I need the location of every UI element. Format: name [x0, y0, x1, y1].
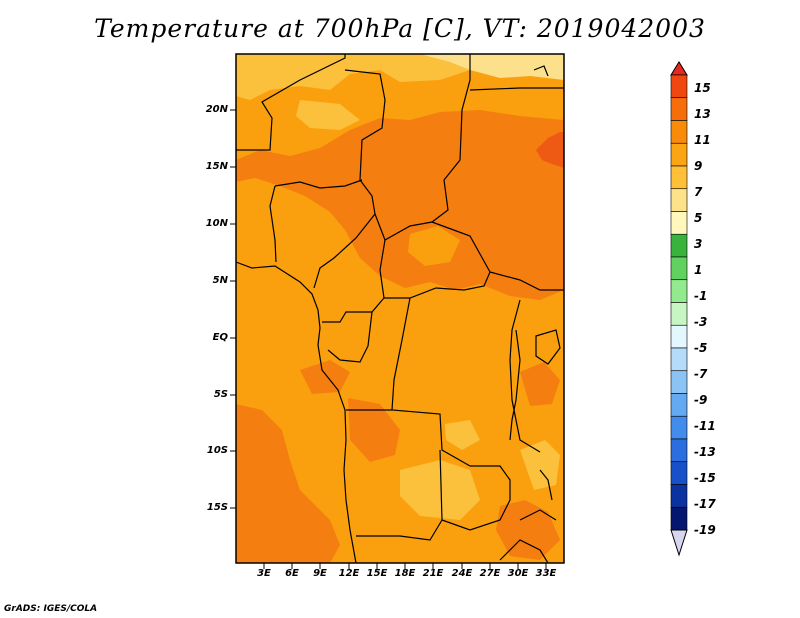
temp-region-11-patch — [300, 360, 350, 394]
temp-region-11 — [236, 110, 564, 300]
temp-region-13 — [536, 132, 564, 168]
lat-label-5s: 5S — [213, 389, 228, 400]
colorbar-label: -13 — [694, 445, 716, 459]
lon-label-15e: 15E — [366, 568, 388, 579]
lon-label-12e: 12E — [338, 568, 360, 579]
colorbar-top-arrow — [670, 61, 688, 76]
colorbar-swatch — [670, 279, 688, 303]
lat-label-10n: 10N — [205, 218, 228, 229]
colorbar-swatch — [670, 120, 688, 144]
colorbar-swatch — [670, 302, 688, 326]
colorbar-label: -3 — [694, 315, 708, 329]
temp-region-9-central — [408, 226, 460, 266]
lon-label-21e: 21E — [422, 568, 444, 579]
colorbar-swatch — [670, 324, 688, 349]
temp-region-7-southeast — [520, 440, 560, 490]
lat-label-10s: 10S — [206, 445, 228, 456]
lat-label-eq: EQ — [212, 332, 228, 343]
lon-label-30e: 30E — [507, 568, 529, 579]
colorbar-label: 3 — [694, 237, 703, 251]
colorbar-label: 1 — [694, 263, 703, 277]
lon-label-33e: 33E — [535, 568, 557, 579]
colorbar-swatch — [670, 256, 688, 281]
temp-region-9-west — [236, 190, 300, 262]
colorbar-swatch — [670, 188, 688, 212]
lon-label-27e: 27E — [479, 568, 501, 579]
colorbar-label: 13 — [694, 107, 711, 121]
colorbar-swatch — [670, 415, 688, 440]
temp-region-11-southwest — [236, 404, 340, 563]
lat-label-15n: 15N — [205, 161, 228, 172]
colorbar — [670, 61, 688, 557]
colorbar-swatch — [670, 370, 688, 394]
colorbar-swatch — [670, 211, 688, 235]
temp-region-7-patch — [296, 100, 360, 130]
colorbar-label: 15 — [694, 81, 711, 95]
colorbar-swatch — [670, 461, 688, 485]
colorbar-label: -5 — [694, 341, 708, 355]
colorbar-swatch — [670, 393, 688, 417]
colorbar-swatch — [670, 438, 688, 463]
colorbar-label: 9 — [694, 159, 703, 173]
grads-credit: GrADS: IGES/COLA — [4, 604, 98, 614]
lon-label-3e: 3E — [257, 568, 271, 579]
temp-region-11-patch2 — [348, 398, 400, 462]
colorbar-label: 5 — [694, 211, 703, 225]
colorbar-swatch — [670, 233, 688, 258]
temp-region-11-east — [520, 362, 560, 406]
lat-label-20n: 20N — [205, 104, 228, 115]
temp-region-5-north — [420, 54, 564, 80]
colorbar-label: 11 — [694, 133, 711, 147]
colorbar-label: -11 — [694, 419, 716, 433]
colorbar-bottom-arrow — [670, 529, 688, 557]
colorbar-swatch — [670, 74, 688, 99]
colorbar-label: -15 — [694, 471, 716, 485]
lon-ticks — [263, 563, 547, 569]
temp-region-7-patch2 — [445, 420, 480, 450]
colorbar-swatch — [670, 347, 688, 372]
map-frame — [235, 53, 565, 564]
colorbar-label: -17 — [694, 497, 716, 511]
lat-label-15s: 15S — [206, 502, 228, 513]
coastline — [236, 261, 357, 563]
lon-label-9e: 9E — [313, 568, 327, 579]
temp-region-7-north — [236, 54, 470, 100]
colorbar-label: -7 — [694, 367, 708, 381]
temperature-field — [236, 54, 564, 563]
colorbar-swatch — [670, 142, 688, 167]
colorbar-swatch — [670, 484, 688, 508]
lon-label-18e: 18E — [394, 568, 416, 579]
temp-region-11-southeast — [496, 500, 560, 560]
colorbar-swatch — [670, 165, 688, 190]
country-borders — [236, 54, 564, 563]
colorbar-label: 7 — [694, 185, 703, 199]
colorbar-swatch — [670, 506, 688, 531]
colorbar-label: -9 — [694, 393, 708, 407]
temp-region-7-south — [400, 460, 480, 520]
lon-label-6e: 6E — [285, 568, 299, 579]
lat-label-5n: 5N — [212, 275, 228, 286]
colorbar-label: -19 — [694, 523, 716, 537]
lon-label-24e: 24E — [451, 568, 473, 579]
colorbar-swatch — [670, 97, 688, 121]
map-title: Temperature at 700hPa [C], VT: 201904200… — [94, 14, 706, 43]
lat-ticks — [230, 109, 236, 509]
colorbar-label: -1 — [694, 289, 708, 303]
